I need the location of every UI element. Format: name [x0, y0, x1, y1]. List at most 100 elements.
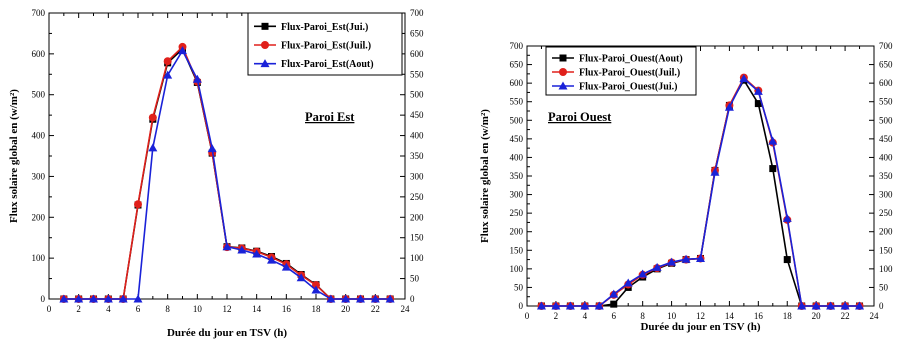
- legend-marker: [559, 68, 567, 76]
- chart-paroi-est: 0 2 4 6 8 10 12 14 16 18 20 22 240100200300400500600…: [8, 8, 424, 339]
- y-tick-label: 700: [510, 41, 524, 51]
- y2-tick-label: 400: [879, 152, 893, 162]
- y2-tick-label: 450: [879, 134, 893, 144]
- data-point: [536, 301, 546, 310]
- data-point: [148, 143, 158, 152]
- y2-tick-label: 350: [879, 171, 893, 181]
- y-tick-label: 50: [514, 282, 524, 292]
- y2-tick-label: 600: [879, 78, 893, 88]
- data-point: [782, 213, 792, 222]
- data-point: [311, 285, 321, 294]
- y-tick-label: 200: [32, 212, 46, 222]
- x-tick-label: 4: [106, 304, 111, 314]
- data-point: [356, 294, 365, 303]
- y2-tick-label: 300: [879, 190, 893, 200]
- data-point: [134, 200, 142, 209]
- y2-tick-label: 0: [410, 294, 415, 304]
- series-line: [63, 48, 391, 300]
- x-tick-label: 20: [812, 311, 822, 321]
- legend-marker: [261, 41, 269, 49]
- x-tick-label: 0: [525, 311, 530, 321]
- y2-tick-label: 500: [879, 115, 893, 125]
- x-tick-label: 14: [252, 304, 262, 314]
- y-tick-label: 550: [510, 97, 524, 107]
- x-tick-label: 4: [583, 311, 588, 321]
- data-point: [739, 74, 749, 83]
- y-tick-label: 0: [41, 294, 46, 304]
- y2-tick-label: 200: [879, 227, 893, 237]
- y-tick-label: 200: [510, 227, 524, 237]
- data-point: [609, 289, 619, 298]
- y2-tick-label: 450: [410, 110, 424, 120]
- data-point: [192, 74, 202, 83]
- data-point: [667, 257, 677, 266]
- series-2: [59, 42, 395, 303]
- data-point: [267, 255, 276, 264]
- series-line: [63, 45, 391, 300]
- data-point: [724, 102, 734, 111]
- data-point: [811, 301, 821, 310]
- legend-label: Flux-Paroi_Est(Juil.): [281, 41, 371, 52]
- y2-tick-label: 250: [879, 208, 893, 218]
- y2-tick-label: 700: [410, 8, 424, 18]
- data-point: [580, 301, 590, 310]
- data-point: [118, 294, 128, 303]
- legend-label: Flux-Paroi_Est(Aout): [281, 59, 374, 70]
- y2-tick-label: 400: [410, 131, 424, 141]
- y-tick-label: 600: [510, 78, 524, 88]
- y-tick-label: 250: [510, 208, 524, 218]
- legend-label: Flux-Paroi_Ouest(Aout): [579, 54, 683, 65]
- data-point: [768, 136, 778, 145]
- data-point: [222, 242, 232, 251]
- data-point: [163, 70, 173, 79]
- y-tick-label: 350: [510, 171, 524, 181]
- data-point: [769, 165, 777, 173]
- y2-tick-label: 350: [410, 151, 424, 161]
- x-tick-label: 24: [401, 304, 411, 314]
- data-point: [326, 294, 336, 303]
- x-tick-label: 14: [725, 311, 735, 321]
- y2-tick-label: 650: [879, 60, 893, 70]
- chart-paroi-ouest: 0 2 4 6 8 10 12 14 16 18 20 22 240501001502002503003…: [479, 41, 893, 333]
- x-tick-label: 12: [223, 304, 232, 314]
- legend: Flux-Paroi_Est(Jui.) Flux-Paroi_Est(Juil.…: [247, 12, 403, 76]
- y2-tick-label: 600: [410, 49, 424, 59]
- y2-tick-label: 150: [879, 245, 893, 255]
- x-tick-label: 10: [667, 311, 677, 321]
- data-point: [207, 144, 217, 153]
- x-tick-label: 8: [640, 311, 645, 321]
- x-tick-label: 16: [754, 311, 764, 321]
- data-point: [696, 253, 705, 262]
- x-axis-label: Durée du jour en TSV (h): [640, 321, 760, 333]
- x-tick-label: 6: [612, 311, 617, 321]
- legend: Flux-Paroi_Ouest(Aout) Flux-Paroi_Ouest(J…: [545, 46, 697, 96]
- y-tick-label: 600: [32, 49, 46, 59]
- data-point: [623, 278, 633, 287]
- legend-box: [247, 12, 403, 76]
- x-tick-label: 22: [841, 311, 850, 321]
- data-point: [385, 294, 395, 303]
- data-point: [826, 301, 836, 310]
- y-tick-label: 150: [510, 245, 524, 255]
- data-point: [840, 301, 850, 310]
- y-tick-label: 500: [510, 115, 524, 125]
- chart-title: Paroi Ouest: [548, 110, 612, 124]
- legend-marker: [559, 54, 567, 62]
- data-point: [178, 46, 187, 55]
- y2-tick-label: 200: [410, 212, 424, 222]
- data-point: [610, 300, 618, 308]
- y2-tick-label: 100: [410, 253, 424, 263]
- legend-marker: [558, 81, 568, 90]
- x-tick-label: 24: [870, 311, 880, 321]
- legend-box: [545, 46, 697, 96]
- data-point: [797, 301, 807, 310]
- y-tick-label: 300: [32, 171, 46, 181]
- data-point: [133, 294, 143, 303]
- data-point: [74, 294, 84, 303]
- y-tick-label: 400: [32, 131, 46, 141]
- y2-tick-label: 100: [879, 264, 893, 274]
- x-tick-label: 12: [696, 311, 705, 321]
- y-tick-label: 650: [510, 60, 524, 70]
- x-tick-label: 8: [165, 304, 170, 314]
